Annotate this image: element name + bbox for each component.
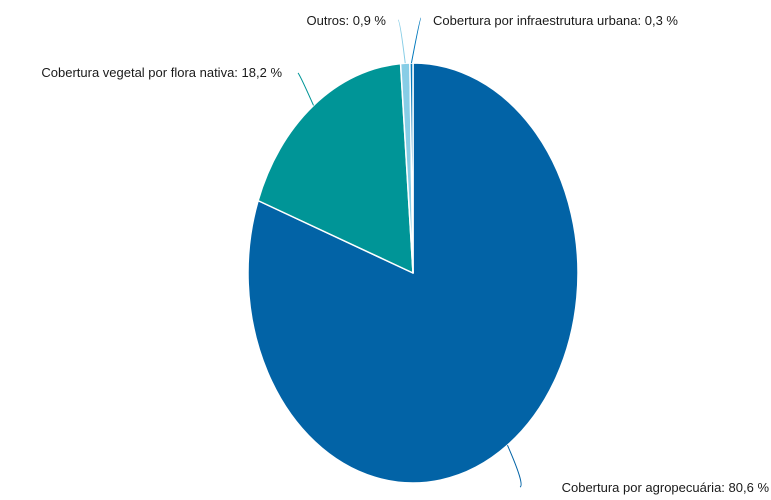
leader-line-cobertura-por-infraestrutura-urbana	[410, 17, 422, 64]
leader-lines	[297, 17, 522, 488]
leader-line-outros	[397, 19, 406, 64]
data-labels: Cobertura por agropecuária: 80,6 % Cobert…	[41, 13, 769, 495]
pie-slice-cobertura-vegetal-por-flora-nativa	[257, 62, 414, 274]
data-label-cobertura-por-agropecuaria: Cobertura por agropecuária: 80,6 %	[562, 480, 770, 495]
data-label-outros: Outros: 0,9 %	[307, 13, 387, 28]
pie-slices	[247, 62, 579, 484]
leader-line-cobertura-por-agropecuaria	[506, 444, 522, 488]
leader-line-cobertura-vegetal-por-flora-nativa	[297, 72, 314, 106]
data-label-cobertura-por-infraestrutura-urbana: Cobertura por infraestrutura urbana: 0,3…	[433, 13, 678, 28]
data-label-cobertura-vegetal-por-flora-nativa: Cobertura vegetal por flora nativa: 18,2…	[41, 65, 282, 80]
